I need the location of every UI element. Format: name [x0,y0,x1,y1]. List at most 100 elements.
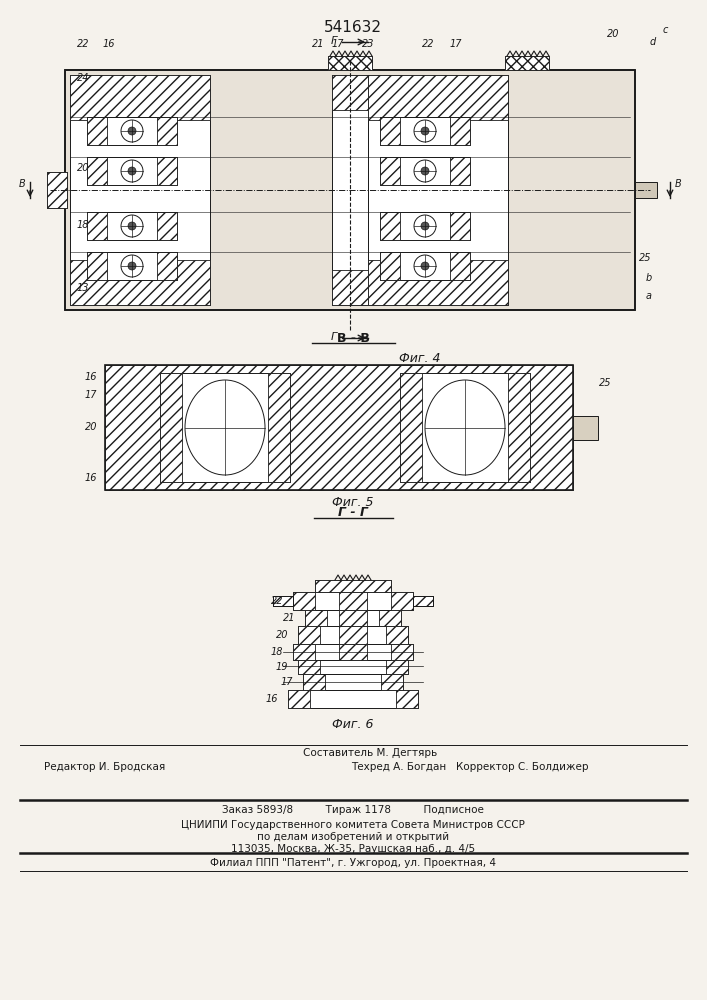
Bar [305,610,327,626]
Text: 16: 16 [266,694,279,704]
Text: 22: 22 [77,39,89,49]
Bar [332,75,368,305]
Bar [160,373,182,482]
Bar [505,56,549,70]
Bar [273,596,293,606]
Bar [386,660,408,674]
Bar [70,75,210,120]
Bar [87,252,177,280]
Bar [87,212,177,240]
Bar [450,157,470,185]
Bar [379,610,401,626]
Text: 24: 24 [77,73,89,83]
Text: 113035, Москва, Ж-35, Раушская наб., д. 4/5: 113035, Москва, Ж-35, Раушская наб., д. … [231,844,475,854]
Text: 16: 16 [103,39,115,49]
Circle shape [421,262,429,270]
Bar [315,580,391,592]
Bar [87,157,107,185]
Text: b: b [646,273,652,283]
Circle shape [414,255,436,277]
Circle shape [128,262,136,270]
Text: 20: 20 [276,630,288,640]
Bar [70,260,210,305]
Text: 13: 13 [77,283,89,293]
Bar [380,212,400,240]
Bar [339,626,367,644]
Bar [273,596,293,606]
Text: Фиг. 5: Фиг. 5 [332,495,374,508]
Bar [400,373,422,482]
Text: 20: 20 [77,163,89,173]
Text: Фиг. 6: Фиг. 6 [332,718,374,730]
Bar [339,610,367,626]
Text: В: В [18,179,25,189]
Text: Филиал ППП "Патент", г. Ужгород, ул. Проектная, 4: Филиал ППП "Патент", г. Ужгород, ул. Про… [210,858,496,868]
Bar [157,252,177,280]
Bar [391,592,413,610]
Bar [157,157,177,185]
Bar [450,252,470,280]
Bar [157,117,177,145]
Text: В - В: В - В [337,332,370,344]
Bar [380,117,400,145]
Text: Г: Г [331,36,337,46]
Text: 17: 17 [450,39,462,49]
Bar [508,373,530,482]
Bar [380,212,470,240]
Circle shape [121,160,143,182]
Bar [298,660,320,674]
Bar [87,157,177,185]
Bar [293,644,315,660]
Bar [293,592,315,610]
Circle shape [128,167,136,175]
Text: c: c [662,25,667,35]
Bar [293,644,413,660]
Bar [380,252,470,280]
Bar [47,172,67,208]
Bar [87,212,107,240]
Bar [298,660,408,674]
Bar [70,75,210,305]
Bar [505,56,549,70]
Bar [339,644,367,660]
Bar [450,117,470,145]
Bar [105,365,573,490]
Bar [386,626,408,644]
Text: Составитель М. Дегтярь: Составитель М. Дегтярь [303,748,437,758]
Bar [288,690,418,708]
Text: 25: 25 [599,378,612,388]
Bar [450,212,470,240]
Circle shape [128,127,136,135]
Bar [293,592,413,610]
Bar [332,75,368,110]
Ellipse shape [185,380,265,475]
Bar [315,580,391,592]
Bar [380,117,470,145]
Circle shape [414,160,436,182]
Text: 18: 18 [77,220,89,230]
Text: Фиг. 4: Фиг. 4 [399,352,440,364]
Bar [368,75,508,305]
Circle shape [121,255,143,277]
Text: 16: 16 [85,473,98,483]
Circle shape [421,167,429,175]
Bar [87,117,107,145]
Bar [65,70,635,310]
Text: 21: 21 [312,39,325,49]
Text: 17: 17 [281,677,293,687]
Bar [573,416,598,440]
Circle shape [121,215,143,237]
Text: 20: 20 [85,422,98,432]
Bar [368,260,508,305]
Circle shape [121,120,143,142]
Bar [87,252,107,280]
Text: 20: 20 [607,29,619,39]
Bar [105,365,573,490]
Text: Г - Г: Г - Г [338,506,368,520]
Text: Техред А. Богдан   Корректор С. Болдижер: Техред А. Богдан Корректор С. Болдижер [351,762,589,772]
Text: В: В [674,179,682,189]
Bar [380,157,470,185]
Text: 23: 23 [362,39,374,49]
Text: Заказ 5893/8          Тираж 1178          Подписное: Заказ 5893/8 Тираж 1178 Подписное [222,805,484,815]
Bar [157,212,177,240]
